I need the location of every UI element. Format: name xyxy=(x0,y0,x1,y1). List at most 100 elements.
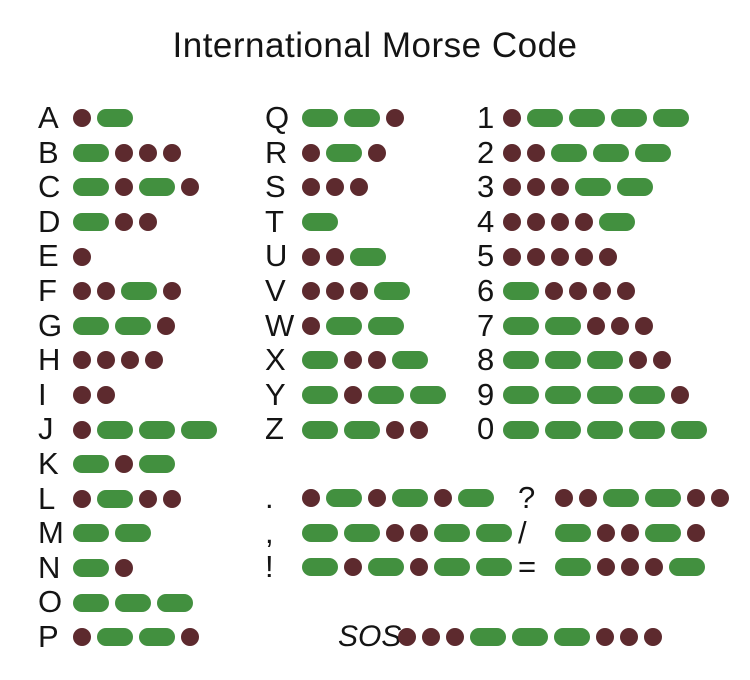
dot-symbol xyxy=(163,143,181,162)
dash-symbol xyxy=(569,109,605,128)
morse-row: M xyxy=(38,516,217,551)
dash-symbol xyxy=(368,316,404,335)
morse-symbols xyxy=(73,386,115,405)
dot-symbol xyxy=(644,628,662,647)
dot-symbol xyxy=(115,213,133,232)
dot-symbol xyxy=(527,213,545,232)
morse-row-label: E xyxy=(38,238,59,274)
dot-symbol xyxy=(121,351,139,370)
dash-symbol xyxy=(139,455,175,474)
dot-symbol xyxy=(503,143,521,162)
dash-symbol xyxy=(635,143,671,162)
dash-symbol xyxy=(115,316,151,335)
dash-symbol xyxy=(545,420,581,439)
dash-symbol xyxy=(368,386,404,405)
dash-symbol xyxy=(587,351,623,370)
morse-row: Q xyxy=(265,100,446,136)
dash-symbol xyxy=(587,386,623,405)
dot-symbol xyxy=(139,489,157,508)
morse-row: P xyxy=(38,618,217,655)
punctuation-column-left: .,! xyxy=(265,480,512,585)
dash-symbol xyxy=(73,524,109,543)
dash-symbol xyxy=(575,178,611,197)
morse-symbols xyxy=(555,489,729,508)
morse-row: I xyxy=(38,377,217,413)
morse-symbols xyxy=(555,558,705,577)
morse-symbols xyxy=(73,143,181,162)
dash-symbol xyxy=(587,420,623,439)
morse-symbols xyxy=(302,143,386,162)
dash-symbol xyxy=(344,523,380,542)
dot-symbol xyxy=(410,420,428,439)
morse-row: E xyxy=(38,239,217,274)
dot-symbol xyxy=(527,247,545,266)
dash-symbol xyxy=(139,420,175,439)
morse-row-label: P xyxy=(38,618,59,654)
dash-symbol xyxy=(73,213,109,232)
dot-symbol xyxy=(326,282,344,301)
dash-symbol xyxy=(555,558,591,577)
morse-symbols xyxy=(302,247,386,266)
morse-symbols xyxy=(503,386,689,405)
dot-symbol xyxy=(139,143,157,162)
dot-symbol xyxy=(181,178,199,197)
dot-symbol xyxy=(73,247,91,266)
dash-symbol xyxy=(551,143,587,162)
dash-symbol xyxy=(629,420,665,439)
morse-symbols xyxy=(302,558,512,577)
dot-symbol xyxy=(446,628,464,647)
morse-row: S xyxy=(265,170,446,205)
morse-row-label: , xyxy=(265,514,274,550)
dot-symbol xyxy=(711,489,729,508)
morse-symbols xyxy=(73,628,199,647)
morse-row-label: M xyxy=(38,515,64,551)
dash-symbol xyxy=(512,628,548,647)
dash-symbol xyxy=(115,593,151,612)
morse-row-label: 6 xyxy=(477,272,495,308)
dash-symbol xyxy=(97,489,133,508)
morse-row-label: 3 xyxy=(477,169,495,205)
dot-symbol xyxy=(597,558,615,577)
morse-row: K xyxy=(38,446,217,482)
dash-symbol xyxy=(669,558,705,577)
dot-symbol xyxy=(302,143,320,162)
dot-symbol xyxy=(115,559,133,578)
dash-symbol xyxy=(302,213,338,232)
dash-symbol xyxy=(476,558,512,577)
morse-row: U xyxy=(265,239,446,274)
morse-symbols xyxy=(73,455,175,474)
dot-symbol xyxy=(617,282,635,301)
morse-row: T xyxy=(265,204,446,240)
dot-symbol xyxy=(645,558,663,577)
dash-symbol xyxy=(470,628,506,647)
morse-row-label: = xyxy=(518,549,537,585)
dot-symbol xyxy=(551,213,569,232)
morse-row: N xyxy=(38,550,217,586)
dot-symbol xyxy=(73,351,91,370)
morse-symbols xyxy=(73,109,133,128)
dash-symbol xyxy=(599,213,635,232)
morse-row-label: O xyxy=(38,584,63,620)
morse-row: 4 xyxy=(477,204,707,240)
dot-symbol xyxy=(163,282,181,301)
morse-symbols xyxy=(503,351,671,370)
morse-row-label: B xyxy=(38,134,59,170)
dot-symbol xyxy=(302,489,320,508)
morse-symbols xyxy=(555,523,705,542)
dot-symbol xyxy=(326,178,344,197)
morse-row: 2 xyxy=(477,135,707,171)
dot-symbol xyxy=(302,178,320,197)
morse-symbols xyxy=(503,109,689,128)
dash-symbol xyxy=(302,523,338,542)
dash-symbol xyxy=(344,109,380,128)
sos-row-block: SOS xyxy=(338,620,662,655)
dash-symbol xyxy=(476,523,512,542)
dot-symbol xyxy=(181,628,199,647)
dot-symbol xyxy=(503,213,521,232)
page-title: International Morse Code xyxy=(172,26,578,65)
dot-symbol xyxy=(398,628,416,647)
dot-symbol xyxy=(115,178,133,197)
morse-row: 6 xyxy=(477,272,707,309)
dash-symbol xyxy=(645,489,681,508)
